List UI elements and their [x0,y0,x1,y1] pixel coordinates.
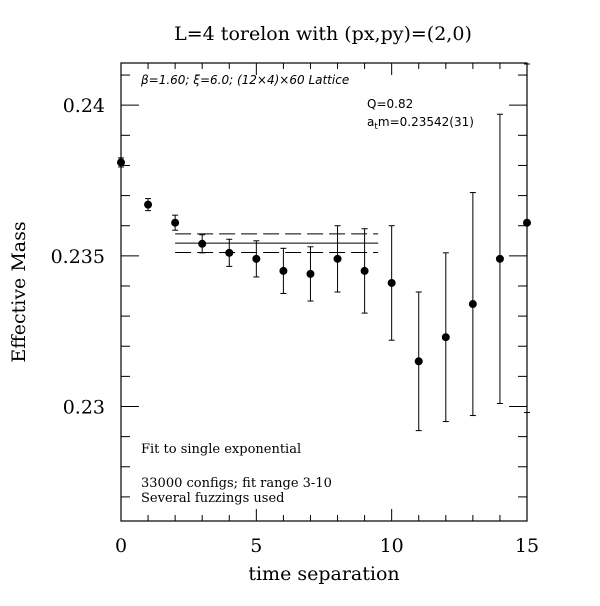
y-tick-labels: 0.23 0.235 0.24 [51,95,105,418]
mass-value: m=0.23542(31) [378,115,474,129]
data-point [387,278,396,287]
x-tick-label: 0 [115,535,127,557]
configs-note: 33000 configs; fit range 3-10 [141,476,332,491]
x-axis-label: time separation [248,563,399,585]
q-annotation: Q=0.82 [367,97,413,111]
data-point [279,266,288,275]
lattice-annotation: β=1.60; ξ=6.0; (12×4)×60 Lattice [140,73,349,87]
fit-band [175,233,379,254]
data-point [495,254,504,263]
x-tick-labels: 0 5 10 15 [115,535,539,557]
data-point [333,254,342,263]
data-point [523,218,531,227]
y-tick-label: 0.235 [51,246,105,268]
x-tick-label: 5 [250,535,262,557]
data-point [360,266,369,275]
y-axis-label: Effective Mass [8,221,30,362]
chart-title: L=4 torelon with (px,py)=(2,0) [174,23,472,45]
x-tick-label: 10 [380,535,404,557]
mass-annotation: atm=0.23542(31) [367,115,474,132]
data-point [414,357,423,366]
x-tick-label: 15 [515,535,539,557]
data-point [198,239,207,248]
y-tick-label: 0.24 [63,95,105,117]
data-point [306,269,315,278]
data-point [117,158,125,167]
fit-note: Fit to single exponential [141,442,301,457]
y-tick-label: 0.23 [63,397,105,419]
data-series [117,63,531,432]
data-point [252,254,261,263]
data-point [468,300,477,309]
mass-prefix: a [367,115,374,129]
data-point [441,333,450,342]
data-point [144,200,153,209]
data-point [225,248,234,257]
mass-subscript: t [374,122,378,132]
axis-ticks [120,63,528,521]
data-point [171,218,180,227]
fuzzings-note: Several fuzzings used [141,491,285,506]
